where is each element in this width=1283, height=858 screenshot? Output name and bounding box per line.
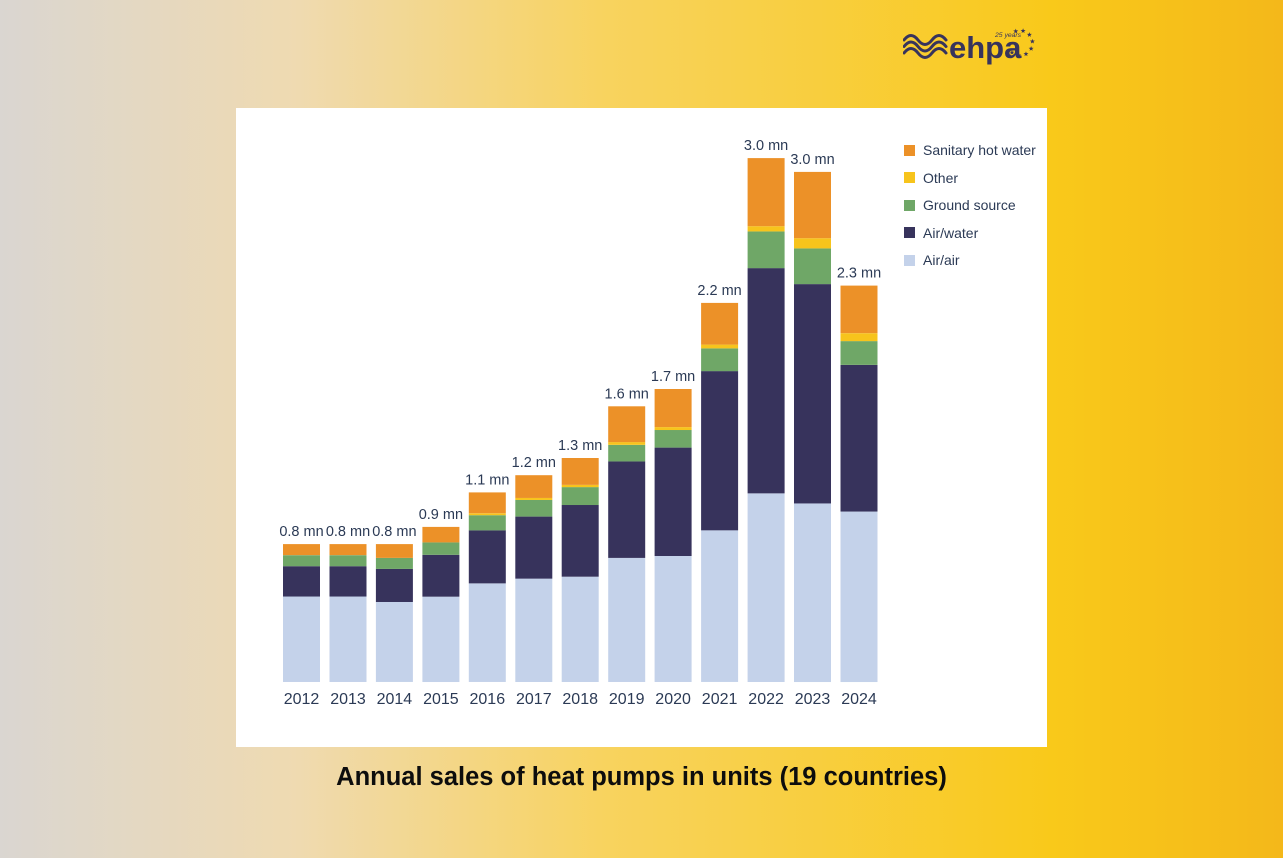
svg-text:1.2 mn: 1.2 mn: [512, 455, 556, 471]
svg-text:0.8 mn: 0.8 mn: [279, 524, 323, 540]
svg-text:2012: 2012: [284, 691, 320, 708]
svg-text:1.7 mn: 1.7 mn: [651, 369, 695, 385]
svg-text:2021: 2021: [702, 691, 738, 708]
svg-text:2015: 2015: [423, 691, 459, 708]
svg-text:0.8 mn: 0.8 mn: [372, 524, 416, 540]
svg-text:2017: 2017: [516, 691, 552, 708]
svg-text:2020: 2020: [655, 691, 691, 708]
svg-text:0.9 mn: 0.9 mn: [419, 507, 463, 523]
svg-text:2018: 2018: [562, 691, 598, 708]
svg-text:2.3 mn: 2.3 mn: [837, 266, 881, 282]
svg-text:1.3 mn: 1.3 mn: [558, 438, 602, 454]
svg-text:3.0 mn: 3.0 mn: [790, 152, 834, 168]
svg-text:2022: 2022: [748, 691, 784, 708]
svg-text:25 years: 25 years: [994, 32, 1022, 39]
svg-text:2019: 2019: [609, 691, 645, 708]
svg-text:3.0 mn: 3.0 mn: [744, 138, 788, 154]
svg-text:1.6 mn: 1.6 mn: [605, 386, 649, 402]
svg-text:2016: 2016: [470, 691, 506, 708]
svg-text:2014: 2014: [377, 691, 413, 708]
svg-text:1.1 mn: 1.1 mn: [465, 472, 509, 488]
svg-text:0.8 mn: 0.8 mn: [326, 524, 370, 540]
svg-text:2013: 2013: [330, 691, 366, 708]
svg-text:2023: 2023: [795, 691, 831, 708]
svg-text:2024: 2024: [841, 691, 877, 708]
svg-text:2.2 mn: 2.2 mn: [697, 283, 741, 299]
